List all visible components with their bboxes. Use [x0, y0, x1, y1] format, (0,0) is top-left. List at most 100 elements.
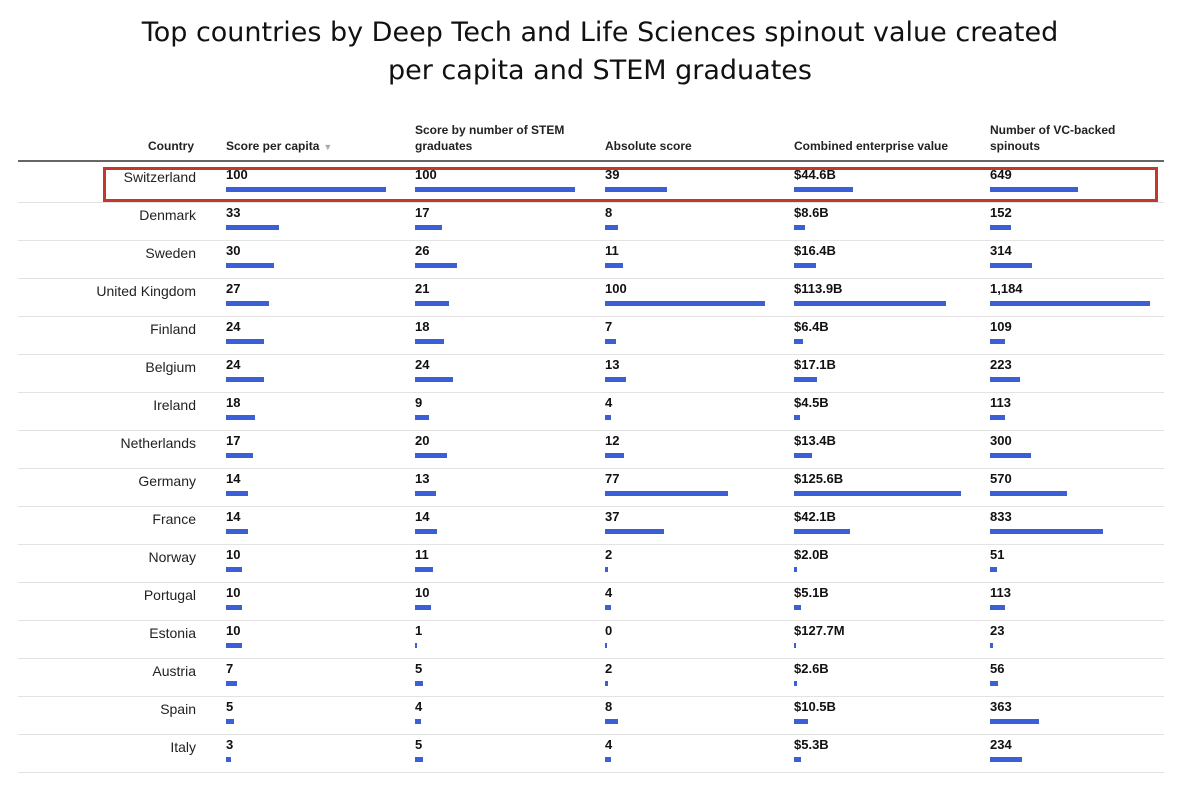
- vc-spinouts-bar: [990, 643, 993, 648]
- stem-score-bar: [415, 643, 417, 648]
- column-header-country[interactable]: Country: [148, 138, 194, 154]
- vc-spinouts-value: 223: [990, 357, 1012, 372]
- score-per-capita-bar: [226, 643, 242, 648]
- table-row[interactable]: Finland 24 18 7 $6.4B 109: [18, 316, 1164, 355]
- score-per-capita-value: 24: [226, 357, 241, 372]
- country-name: Finland: [150, 321, 196, 337]
- score-per-capita-bar: [226, 453, 253, 458]
- absolute-score-bar: [605, 529, 664, 534]
- country-name: Netherlands: [120, 435, 197, 451]
- absolute-score-value: 37: [605, 509, 620, 524]
- column-header-score-per-capita-label: Score per capita: [226, 139, 320, 153]
- table-row[interactable]: Germany 14 13 77 $125.6B 570: [18, 468, 1164, 507]
- enterprise-value-bar: [794, 643, 796, 648]
- stem-score-bar: [415, 377, 453, 382]
- country-name: Belgium: [145, 359, 196, 375]
- vc-spinouts-value: 109: [990, 319, 1012, 334]
- country-name: Denmark: [139, 207, 196, 223]
- enterprise-value-bar: [794, 529, 850, 534]
- score-per-capita-bar: [226, 567, 242, 572]
- table-row[interactable]: Switzerland 100 100 39 $44.6B 649: [18, 164, 1164, 203]
- table-row[interactable]: Norway 10 11 2 $2.0B 51: [18, 544, 1164, 583]
- table-row[interactable]: Spain 5 4 8 $10.5B 363: [18, 696, 1164, 735]
- enterprise-value-value: $2.0B: [794, 547, 829, 562]
- table-row[interactable]: United Kingdom 27 21 100 $113.9B 1,184: [18, 278, 1164, 317]
- table-row[interactable]: Estonia 10 1 0 $127.7M 23: [18, 620, 1164, 659]
- country-name: Austria: [152, 663, 196, 679]
- country-name: United Kingdom: [96, 283, 196, 299]
- column-header-stem-score[interactable]: Score by number of STEM graduates: [415, 122, 585, 154]
- stem-score-bar: [415, 263, 457, 268]
- score-per-capita-bar: [226, 491, 248, 496]
- absolute-score-bar: [605, 643, 607, 648]
- table-row[interactable]: Netherlands 17 20 12 $13.4B 300: [18, 430, 1164, 469]
- column-header-absolute-score[interactable]: Absolute score: [605, 138, 692, 154]
- enterprise-value-bar: [794, 263, 816, 268]
- stem-score-value: 1: [415, 623, 423, 638]
- absolute-score-value: 7: [605, 319, 613, 334]
- absolute-score-value: 4: [605, 585, 613, 600]
- score-per-capita-bar: [226, 225, 279, 230]
- chart-title-line-1: Top countries by Deep Tech and Life Scie…: [141, 17, 1059, 48]
- vc-spinouts-value: 23: [990, 623, 1005, 638]
- score-per-capita-value: 33: [226, 205, 241, 220]
- vc-spinouts-value: 363: [990, 699, 1012, 714]
- table-row[interactable]: Italy 3 5 4 $5.3B 234: [18, 734, 1164, 773]
- country-name: Germany: [138, 473, 196, 489]
- enterprise-value-bar: [794, 339, 803, 344]
- score-per-capita-bar: [226, 187, 386, 192]
- stem-score-value: 100: [415, 167, 437, 182]
- vc-spinouts-value: 113: [990, 395, 1011, 410]
- column-header-enterprise-value-label: Combined enterprise value: [794, 139, 949, 153]
- enterprise-value-value: $113.9B: [794, 281, 843, 296]
- absolute-score-bar: [605, 567, 608, 572]
- score-per-capita-value: 24: [226, 319, 241, 334]
- vc-spinouts-bar: [990, 377, 1020, 382]
- score-per-capita-value: 10: [226, 547, 241, 562]
- stem-score-value: 13: [415, 471, 430, 486]
- table-row[interactable]: Portugal 10 10 4 $5.1B 113: [18, 582, 1164, 621]
- country-name: Norway: [148, 549, 196, 565]
- stem-score-bar: [415, 757, 423, 762]
- enterprise-value-value: $42.1B: [794, 509, 836, 524]
- stem-score-bar: [415, 301, 449, 306]
- stem-score-value: 20: [415, 433, 430, 448]
- vc-spinouts-value: 234: [990, 737, 1012, 752]
- enterprise-value-value: $125.6B: [794, 471, 844, 486]
- score-per-capita-value: 5: [226, 699, 234, 714]
- table-row[interactable]: Sweden 30 26 11 $16.4B 314: [18, 240, 1164, 279]
- stem-score-bar: [415, 719, 421, 724]
- column-header-stem-score-label: Score by number of STEM graduates: [415, 123, 565, 153]
- vc-spinouts-bar: [990, 567, 997, 572]
- country-name: Italy: [170, 739, 196, 755]
- table-row[interactable]: Belgium 24 24 13 $17.1B 223: [18, 354, 1164, 393]
- enterprise-value-value: $17.1B: [794, 357, 836, 372]
- score-per-capita-bar: [226, 757, 231, 762]
- stem-score-value: 17: [415, 205, 430, 220]
- header-divider: [18, 160, 1164, 162]
- stem-score-bar: [415, 529, 437, 534]
- score-per-capita-value: 17: [226, 433, 241, 448]
- enterprise-value-bar: [794, 415, 800, 420]
- table-row[interactable]: Austria 7 5 2 $2.6B 56: [18, 658, 1164, 697]
- stem-score-value: 5: [415, 661, 423, 676]
- stem-score-value: 21: [415, 281, 430, 296]
- country-name: Switzerland: [123, 169, 196, 185]
- absolute-score-value: 8: [605, 205, 613, 220]
- column-header-vc-spinouts[interactable]: Number of VC-backed spinouts: [990, 122, 1140, 154]
- table-row[interactable]: France 14 14 37 $42.1B 833: [18, 506, 1164, 545]
- vc-spinouts-value: 56: [990, 661, 1005, 676]
- column-header-enterprise-value[interactable]: Combined enterprise value: [794, 138, 948, 154]
- vc-spinouts-bar: [990, 225, 1011, 230]
- column-header-country-label: Country: [148, 139, 194, 153]
- vc-spinouts-bar: [990, 301, 1150, 306]
- absolute-score-value: 12: [605, 433, 620, 448]
- absolute-score-bar: [605, 301, 765, 306]
- column-header-score-per-capita[interactable]: Score per capita ▼: [226, 138, 332, 155]
- enterprise-value-bar: [794, 681, 797, 686]
- table-row[interactable]: Denmark 33 17 8 $8.6B 152: [18, 202, 1164, 241]
- table-row[interactable]: Ireland 18 9 4 $4.5B 113: [18, 392, 1164, 431]
- vc-spinouts-bar: [990, 719, 1039, 724]
- country-name: Estonia: [149, 625, 196, 641]
- score-per-capita-value: 14: [226, 471, 241, 486]
